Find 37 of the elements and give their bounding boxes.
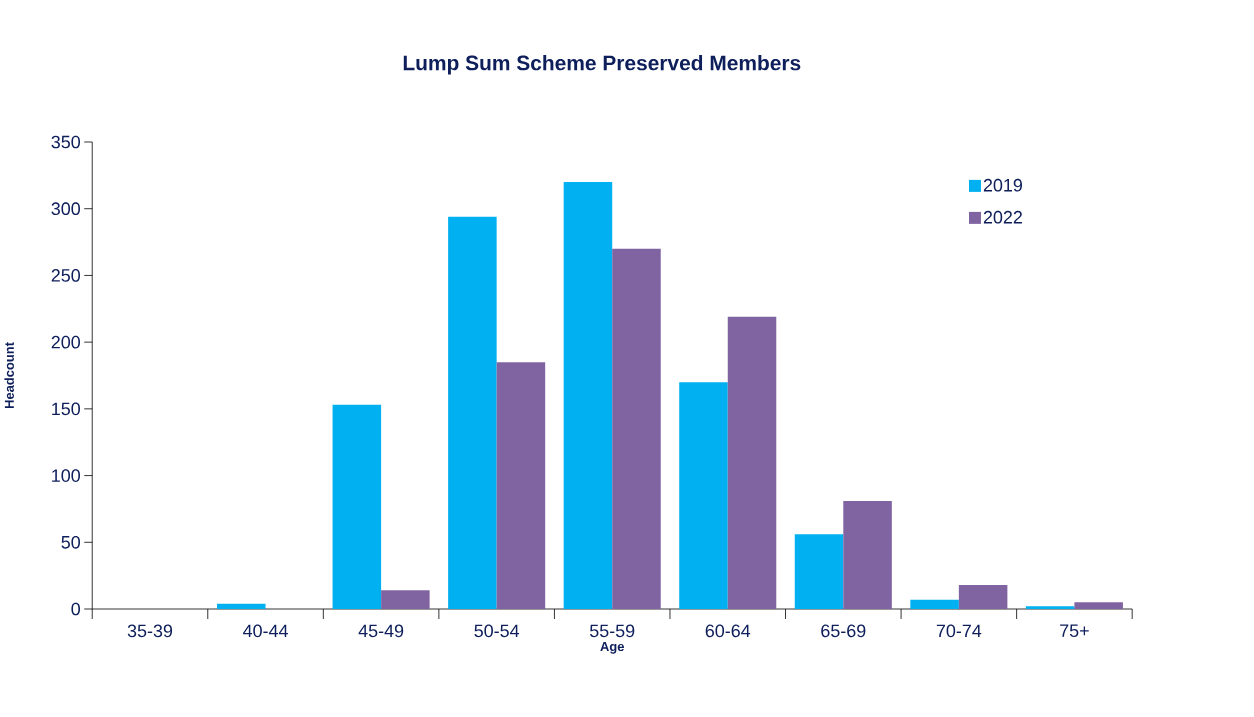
bar <box>727 316 777 609</box>
bar <box>563 182 613 609</box>
bar <box>612 248 661 609</box>
x-tick-label: 50-54 <box>474 624 520 638</box>
y-tick-label: 200 <box>51 335 81 349</box>
x-tick-label: 35-39 <box>127 624 173 638</box>
bar <box>332 404 382 609</box>
x-tick-label: 40-44 <box>243 624 288 638</box>
y-tick-label: 150 <box>52 402 81 416</box>
x-tick-label: 75+ <box>1060 624 1089 638</box>
y-tick-label: 50 <box>61 535 81 549</box>
x-tick-label: 60-64 <box>705 624 751 638</box>
bar <box>958 584 1008 609</box>
bar <box>1025 606 1075 609</box>
y-tick-label: 350 <box>51 135 81 149</box>
chart-title: Lump Sum Scheme Preserved Members <box>403 55 801 75</box>
bar <box>448 216 497 609</box>
y-tick-label: 300 <box>51 202 81 216</box>
bar <box>910 599 959 609</box>
x-tick-label: 55-59 <box>589 624 635 638</box>
y-tick-label: 250 <box>51 269 81 282</box>
x-axis-title: Age <box>600 642 624 654</box>
bar <box>679 382 728 609</box>
y-axis-title: Headcount <box>4 342 14 409</box>
y-tick-label: 100 <box>52 469 81 482</box>
bar <box>843 500 892 609</box>
legend-label: 2019 <box>983 178 1022 192</box>
x-tick-label: 45-49 <box>358 624 404 638</box>
legend-label: 2022 <box>983 210 1022 224</box>
x-tick-label: 70-74 <box>936 624 982 638</box>
x-tick-label: 65-69 <box>821 624 866 638</box>
bar <box>1074 602 1123 609</box>
bar <box>217 603 266 609</box>
y-tick-label: 0 <box>71 602 81 616</box>
bar <box>794 534 844 609</box>
bar <box>496 362 546 609</box>
bar <box>381 590 430 609</box>
